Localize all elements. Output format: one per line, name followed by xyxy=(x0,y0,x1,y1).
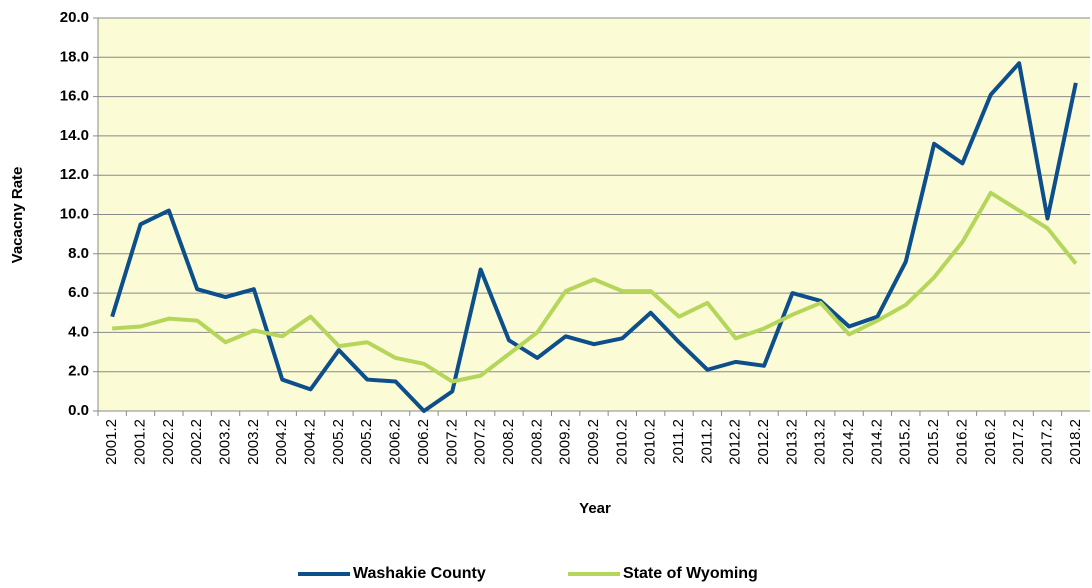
x-tick-label: 2004.2 xyxy=(273,419,290,465)
legend-label: State of Wyoming xyxy=(623,565,758,582)
y-tick-label: 6.0 xyxy=(68,284,89,301)
x-axis-title: Year xyxy=(579,500,611,517)
x-tick-label: 2015.2 xyxy=(897,419,914,465)
x-tick-label: 2008.2 xyxy=(500,419,517,465)
y-tick-label: 0.0 xyxy=(68,402,89,419)
y-tick-label: 4.0 xyxy=(68,323,89,340)
y-tick-label: 2.0 xyxy=(68,363,89,380)
x-tick-label: 2016.2 xyxy=(953,419,970,465)
x-tick-label: 2002.2 xyxy=(160,419,177,465)
x-tick-label: 2013.2 xyxy=(783,419,800,465)
x-tick-label: 2003.2 xyxy=(245,419,262,465)
x-tick-label: 2013.2 xyxy=(812,419,829,465)
x-tick-label: 2006.2 xyxy=(387,419,404,465)
x-tick-label: 2014.2 xyxy=(868,419,885,465)
x-tick-label: 2015.2 xyxy=(925,419,942,465)
x-tick-label: 2004.2 xyxy=(302,419,319,465)
x-tick-label: 2010.2 xyxy=(613,419,630,465)
x-tick-label: 2014.2 xyxy=(840,419,857,465)
y-tick-label: 12.0 xyxy=(60,166,89,183)
x-tick-label: 2005.2 xyxy=(330,419,347,465)
x-tick-label: 2011.2 xyxy=(670,419,687,464)
x-tick-label: 2012.2 xyxy=(755,419,772,465)
x-tick-label: 2010.2 xyxy=(642,419,659,465)
y-tick-label: 14.0 xyxy=(60,127,89,144)
x-tick-label: 2005.2 xyxy=(358,419,375,465)
x-tick-label: 2007.2 xyxy=(472,419,489,465)
x-tick-label: 2017.2 xyxy=(1038,419,1055,465)
x-tick-label: 2003.2 xyxy=(217,419,234,465)
x-tick-label: 2008.2 xyxy=(528,419,545,465)
y-tick-label: 10.0 xyxy=(60,205,89,222)
x-tick-label: 2007.2 xyxy=(443,419,460,465)
y-tick-label: 8.0 xyxy=(68,245,89,262)
x-tick-label: 2012.2 xyxy=(727,419,744,465)
series-line xyxy=(112,190,1078,384)
y-tick-label: 20.0 xyxy=(60,9,89,26)
x-tick-label: 2009.2 xyxy=(585,419,602,465)
x-tick-label: 2001.2 xyxy=(131,419,148,465)
x-tick-label: 2011.2 xyxy=(698,419,715,464)
x-tick-label: 2001.2 xyxy=(103,419,120,465)
y-axis-title: Vacacny Rate xyxy=(9,167,26,264)
legend-label: Washakie County xyxy=(353,565,486,582)
x-tick-label: 2016.2 xyxy=(982,419,999,465)
x-tick-label: 2002.2 xyxy=(188,419,205,465)
series-line xyxy=(110,61,1078,413)
x-tick-label: 2018.2 xyxy=(1067,419,1084,465)
y-tick-label: 16.0 xyxy=(60,88,89,105)
y-tick-label: 18.0 xyxy=(60,48,89,65)
x-tick-label: 2009.2 xyxy=(557,419,574,465)
x-tick-label: 2006.2 xyxy=(415,419,432,465)
x-tick-label: 2017.2 xyxy=(1010,419,1027,465)
